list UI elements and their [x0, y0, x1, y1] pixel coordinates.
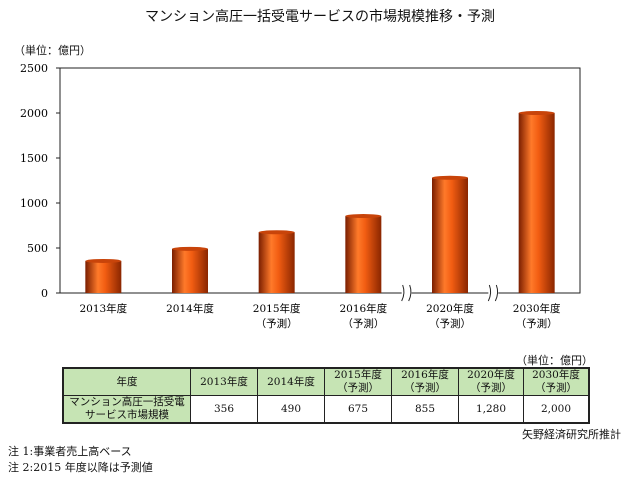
axis-break-icon — [401, 284, 412, 302]
table-cell: 2,000 — [523, 395, 590, 424]
bar-top — [518, 111, 555, 115]
data-table: 年度 2013年度 2014年度 2015年度 （予測） 2016年度 （予測） 2… — [62, 367, 590, 424]
y-tick-label: 500 — [27, 242, 48, 255]
y-tick-label: 2000 — [20, 107, 48, 120]
x-tick-label: 2014年度 — [166, 302, 214, 315]
bar-chart: 0 500 1000 1500 2000 2500 2013年度 2014年度 2015年度 （予… — [20, 62, 581, 330]
x-tick-sublabel: （予測） — [342, 317, 384, 330]
bar-top — [85, 258, 122, 263]
y-tick-label: 2500 — [20, 62, 48, 75]
table-header-label: 年度 — [62, 367, 191, 396]
x-tick-sublabel: （予測） — [516, 317, 558, 330]
table-cell: 855 — [391, 395, 459, 424]
bar — [345, 216, 382, 293]
table-row-label: マンション高圧一括受電 サービス市場規模 — [62, 395, 191, 424]
bar — [518, 113, 555, 293]
plot-frame — [59, 67, 581, 294]
bar — [258, 232, 295, 293]
bar — [432, 177, 468, 293]
bar — [172, 248, 208, 293]
x-tick-sublabel: （予測） — [256, 317, 298, 330]
axis-break-gap — [401, 283, 412, 303]
y-axis-unit: （単位：億円） — [14, 44, 91, 57]
table-header-row: 年度 2013年度 2014年度 2015年度 （予測） 2016年度 （予測） 2… — [62, 367, 590, 396]
y-tick-label: 1000 — [20, 197, 48, 210]
table-cell: 675 — [324, 395, 392, 424]
table-header-cell: 2013年度 — [190, 367, 258, 396]
x-tick-label: 2013年度 — [79, 302, 127, 315]
source-note: 矢野経済研究所推計 — [522, 428, 621, 441]
x-tick-label: 2030年度 — [513, 302, 561, 315]
bar-top — [172, 246, 208, 251]
bar — [85, 260, 122, 293]
table-unit: （単位：億円） — [516, 354, 593, 367]
axis-break-gap — [488, 283, 499, 303]
table-header-cell: 2030年度 （予測） — [523, 367, 590, 396]
axis-break-icon — [487, 284, 499, 302]
footnote-1: 注 1:事業者売上高ベース — [8, 445, 132, 458]
table-cell: 356 — [190, 395, 258, 424]
table-header-cell: 2020年度 （予測） — [458, 367, 524, 396]
x-tick-sublabel: （予測） — [429, 317, 471, 330]
x-tick-label: 2020年度 — [426, 302, 474, 315]
y-tick-label: 0 — [41, 287, 48, 300]
table-cell: 1,280 — [458, 395, 524, 424]
bar-top — [432, 175, 468, 180]
bar-top — [258, 230, 295, 235]
bar-top — [345, 214, 382, 219]
x-tick-label: 2016年度 — [339, 302, 387, 315]
table-row: マンション高圧一括受電 サービス市場規模 356 490 675 855 1,28… — [62, 395, 590, 424]
y-tick-label: 1500 — [20, 152, 48, 165]
table-header-cell: 2014年度 — [257, 367, 325, 396]
chart-title: マンション高圧一括受電サービスの市場規模推移・予測 — [145, 9, 495, 25]
footnote-2: 注 2:2015 年度以降は予測値 — [8, 461, 153, 474]
table-cell: 490 — [257, 395, 325, 424]
x-tick-label: 2015年度 — [253, 302, 301, 315]
table-header-cell: 2015年度 （予測） — [324, 367, 392, 396]
table-header-cell: 2016年度 （予測） — [391, 367, 459, 396]
